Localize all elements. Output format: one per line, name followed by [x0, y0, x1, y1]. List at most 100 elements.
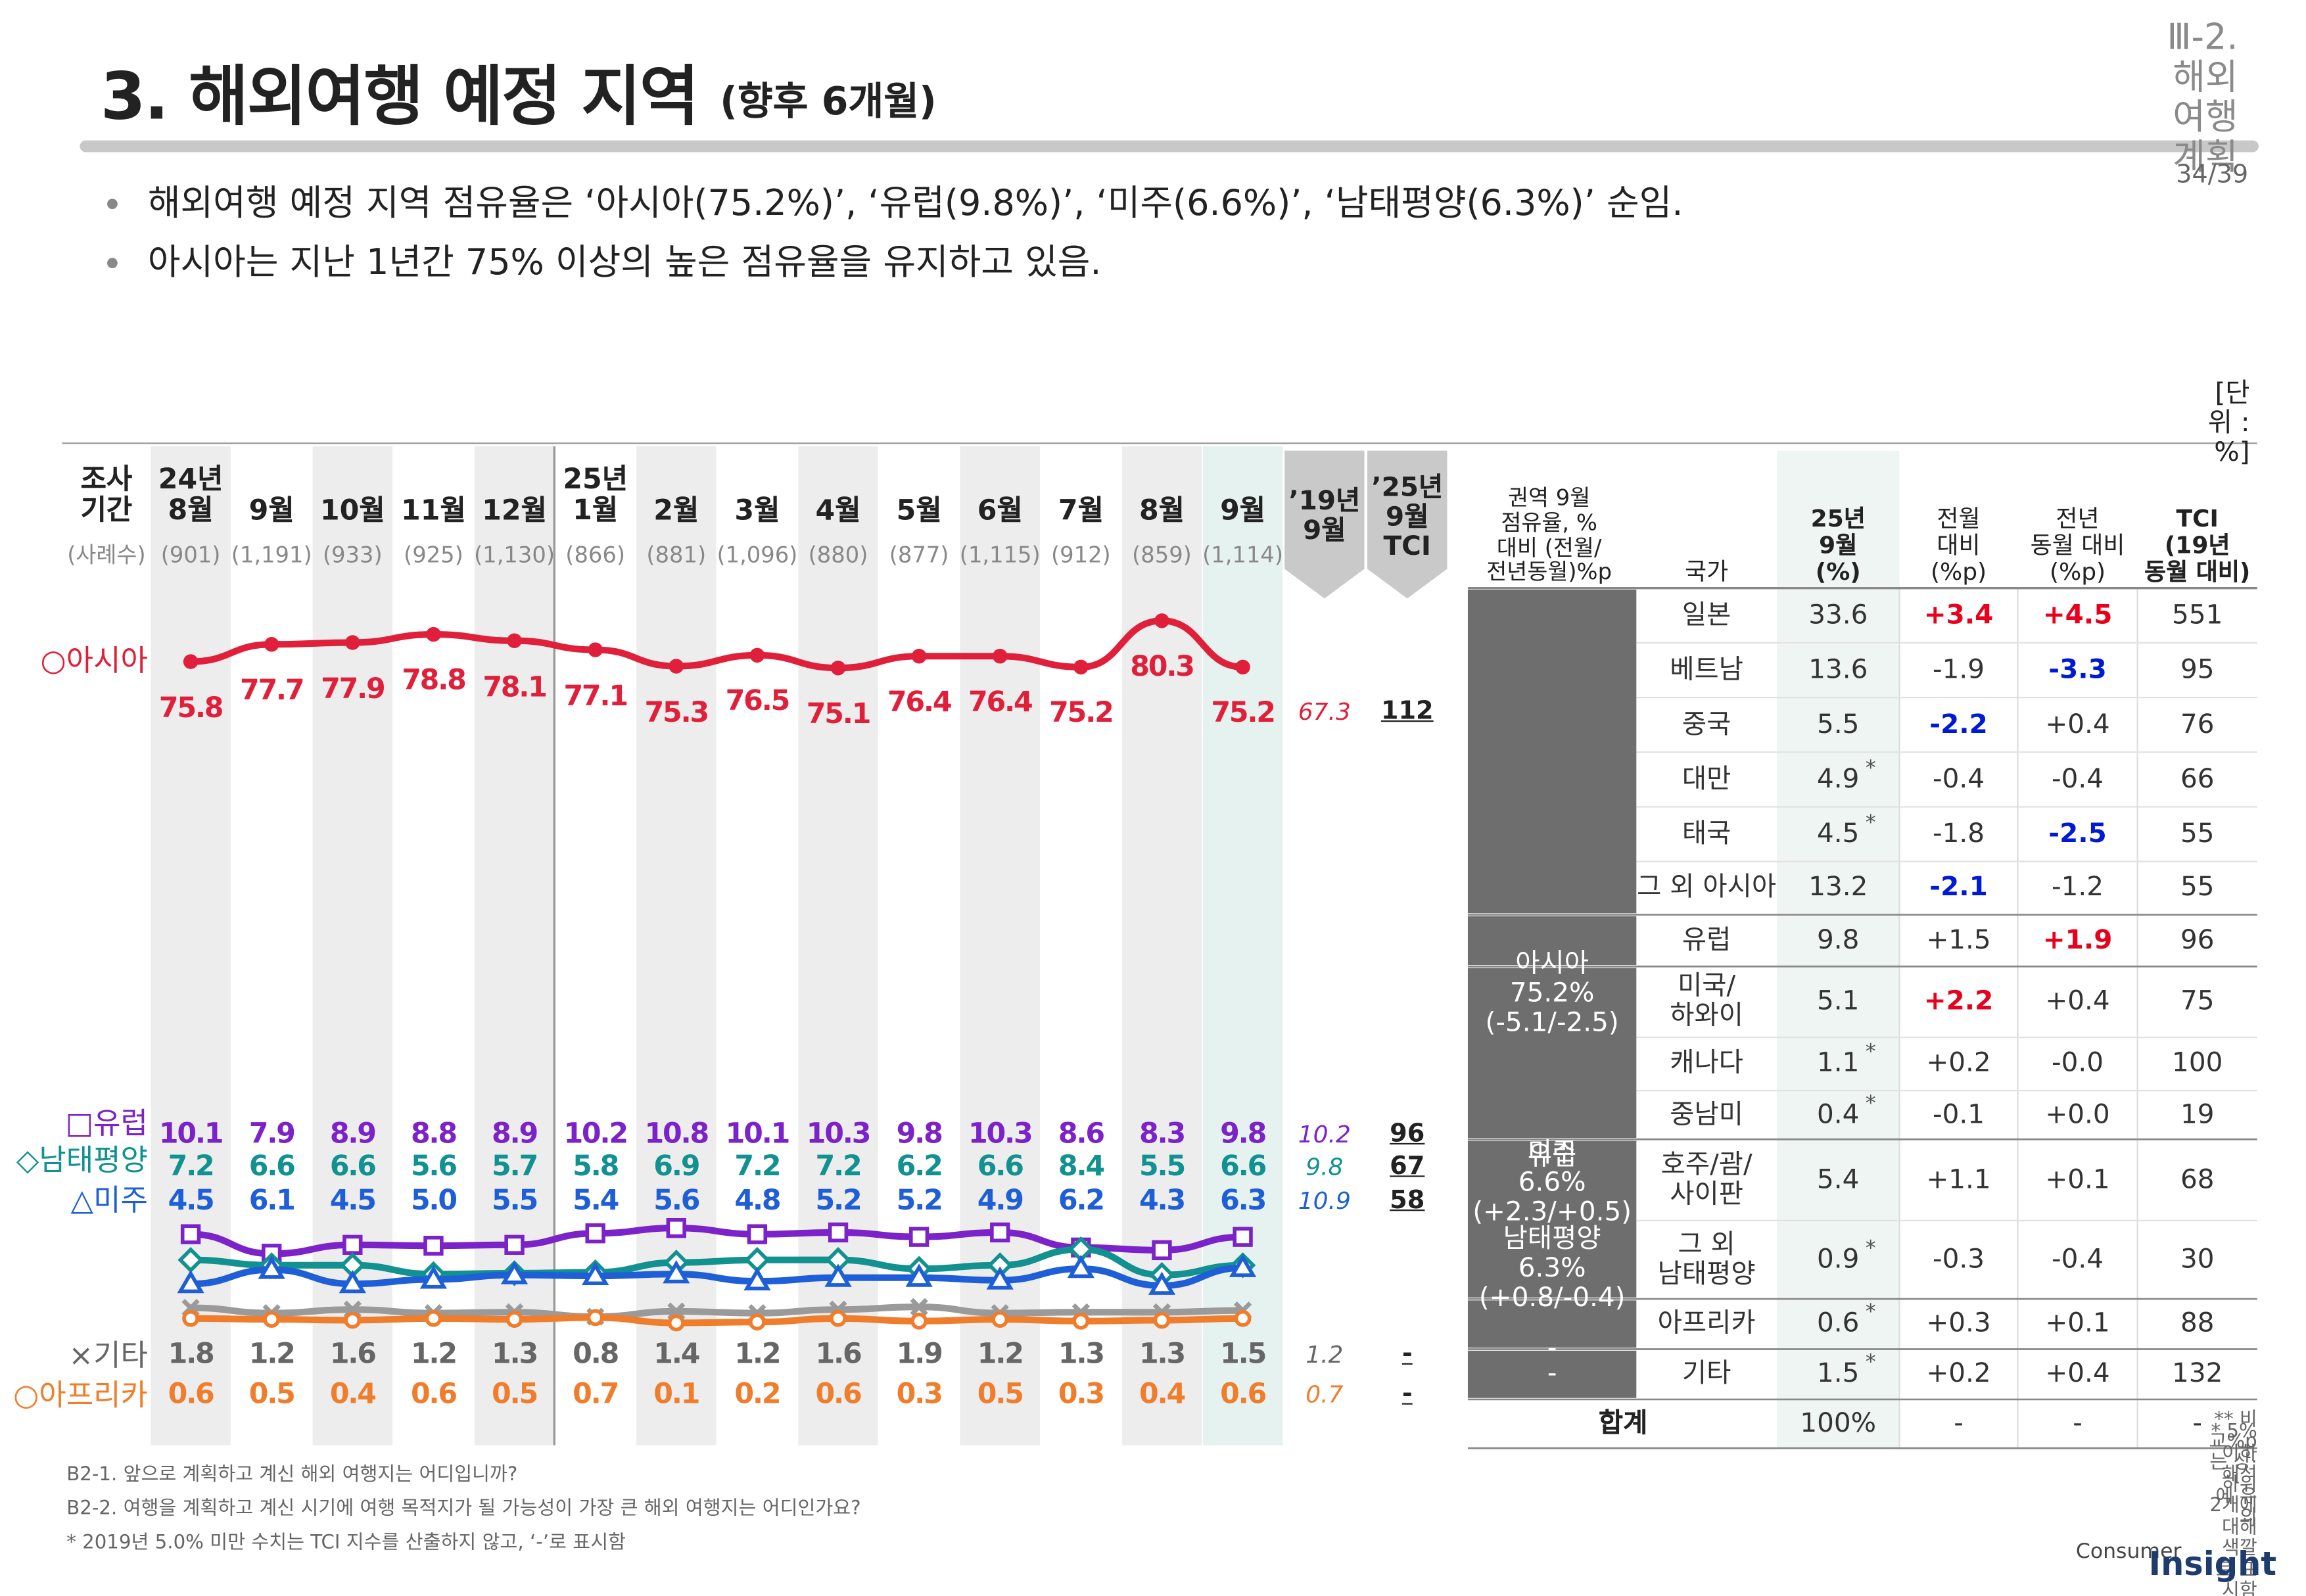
marker — [1067, 1254, 1094, 1279]
column-band — [474, 446, 555, 1445]
col-2019-label: ’19년 9월 — [1288, 485, 1361, 547]
data-label: 1.9 — [896, 1338, 943, 1371]
data-label: 1.2 — [248, 1338, 296, 1371]
share: 5.5 — [1817, 708, 1860, 739]
tci-value: 112 — [1380, 696, 1434, 726]
data-label: 0.5 — [248, 1378, 296, 1411]
yoy-change: -3.3 — [2048, 653, 2107, 685]
marker — [500, 1261, 529, 1284]
share-mark: * — [1865, 756, 1876, 780]
column-band — [798, 446, 878, 1445]
marker — [588, 642, 603, 657]
country: 중국 — [1682, 708, 1731, 739]
mom-change: -2.2 — [1929, 708, 1988, 739]
marker — [258, 1256, 285, 1279]
data-label: 75.2 — [1049, 697, 1114, 730]
share-mark: * — [1865, 1351, 1876, 1375]
yoy-change: +1.9 — [2042, 924, 2113, 956]
data-label: 80.3 — [1130, 651, 1195, 684]
marker — [993, 649, 1008, 664]
yoy-change: -0.4 — [2052, 763, 2104, 795]
legend-entry: ○아프리카 — [13, 1376, 148, 1413]
data-label: 0.8 — [573, 1338, 619, 1371]
country: 중남미 — [1670, 1098, 1743, 1130]
marker — [344, 1311, 362, 1329]
marker — [582, 1261, 609, 1286]
country: 미국/ 하와이 — [1670, 970, 1743, 1032]
x-tick-label: 6월 — [977, 494, 1023, 527]
data-label: 0.5 — [977, 1378, 1024, 1411]
tci: 75 — [2180, 985, 2215, 1017]
country: 아프리카 — [1657, 1307, 1756, 1339]
marker — [423, 1235, 444, 1256]
yoy-change: -1.2 — [2052, 872, 2104, 903]
tci-value: 96 — [1390, 1119, 1425, 1149]
data-label: 1.2 — [410, 1338, 458, 1371]
mom-change: +0.2 — [1926, 1357, 1991, 1390]
marker — [990, 1222, 1010, 1243]
data-label: 1.3 — [1139, 1338, 1186, 1371]
marker — [425, 1309, 442, 1327]
sample-size: (1,191) — [231, 542, 312, 569]
marker — [586, 1309, 604, 1326]
data-label: 0.3 — [896, 1378, 943, 1411]
tci-value: 67 — [1390, 1152, 1425, 1182]
marker — [824, 1263, 852, 1287]
data-label: 77.1 — [563, 680, 628, 713]
data-label: 77.9 — [321, 672, 386, 705]
bullet-dot — [107, 258, 118, 269]
data-label: 5.5 — [1139, 1150, 1186, 1183]
marker — [1072, 1312, 1090, 1330]
marker — [345, 635, 360, 650]
tci-value: 58 — [1390, 1186, 1425, 1216]
data-label: 6.1 — [248, 1184, 296, 1217]
marker — [747, 1224, 768, 1244]
value-2019: 0.7 — [1306, 1380, 1344, 1409]
sample-size: (1,130) — [474, 542, 555, 569]
footnote: B2-2. 여행을 계획하고 계신 시기에 여행 목적지가 될 가능성이 가장 … — [66, 1497, 861, 1520]
column-band — [312, 446, 393, 1445]
data-label: 0.5 — [492, 1378, 538, 1411]
tci: 30 — [2180, 1243, 2215, 1275]
marker — [908, 1227, 929, 1247]
sample-size: (925) — [404, 542, 463, 569]
x-tick-label: 10월 — [319, 494, 385, 527]
tci: 66 — [2180, 763, 2215, 795]
marker — [1073, 659, 1089, 675]
mom-change: +2.2 — [1923, 985, 1994, 1017]
column-header: 권역 9월 점유율, % 대비 (전월/ 전년동월)%p — [1486, 484, 1612, 586]
marker — [1234, 1309, 1252, 1327]
data-label: 76.4 — [968, 686, 1033, 719]
data-label: 8.9 — [492, 1117, 538, 1150]
region-label: 유럽 — [1527, 1140, 1577, 1172]
tci: 96 — [2180, 924, 2215, 956]
region-cell — [1467, 1300, 1637, 1348]
share: 1.5 — [1817, 1357, 1860, 1390]
value-2019: 9.8 — [1306, 1152, 1344, 1181]
marker — [177, 1269, 204, 1294]
marker — [986, 1266, 1014, 1290]
data-label: 8.3 — [1139, 1117, 1186, 1150]
total-mom: - — [1954, 1408, 1964, 1440]
data-label: 5.6 — [653, 1184, 700, 1217]
data-label: 5.4 — [573, 1184, 619, 1217]
data-label: 7.2 — [168, 1150, 215, 1183]
data-label: 0.4 — [329, 1378, 377, 1411]
share: 4.5 — [1817, 818, 1860, 849]
column-header: 25년 9월 (%) — [1810, 504, 1866, 586]
region-cell — [1467, 1350, 1637, 1398]
data-label: 0.6 — [1220, 1378, 1267, 1411]
column-band — [636, 446, 717, 1445]
total-tci: - — [2192, 1408, 2203, 1440]
marker — [991, 1311, 1009, 1328]
marker — [905, 1263, 933, 1287]
data-label: 76.4 — [887, 686, 953, 719]
marker — [180, 1224, 201, 1244]
country: 캐나다 — [1670, 1047, 1743, 1079]
marker — [506, 1311, 523, 1328]
data-label: 0.6 — [410, 1378, 458, 1411]
sample-size: (866) — [565, 542, 626, 569]
x-tick-label: 3월 — [734, 494, 780, 527]
series-line — [187, 1314, 1246, 1326]
x-tick-label: 5월 — [896, 494, 942, 527]
